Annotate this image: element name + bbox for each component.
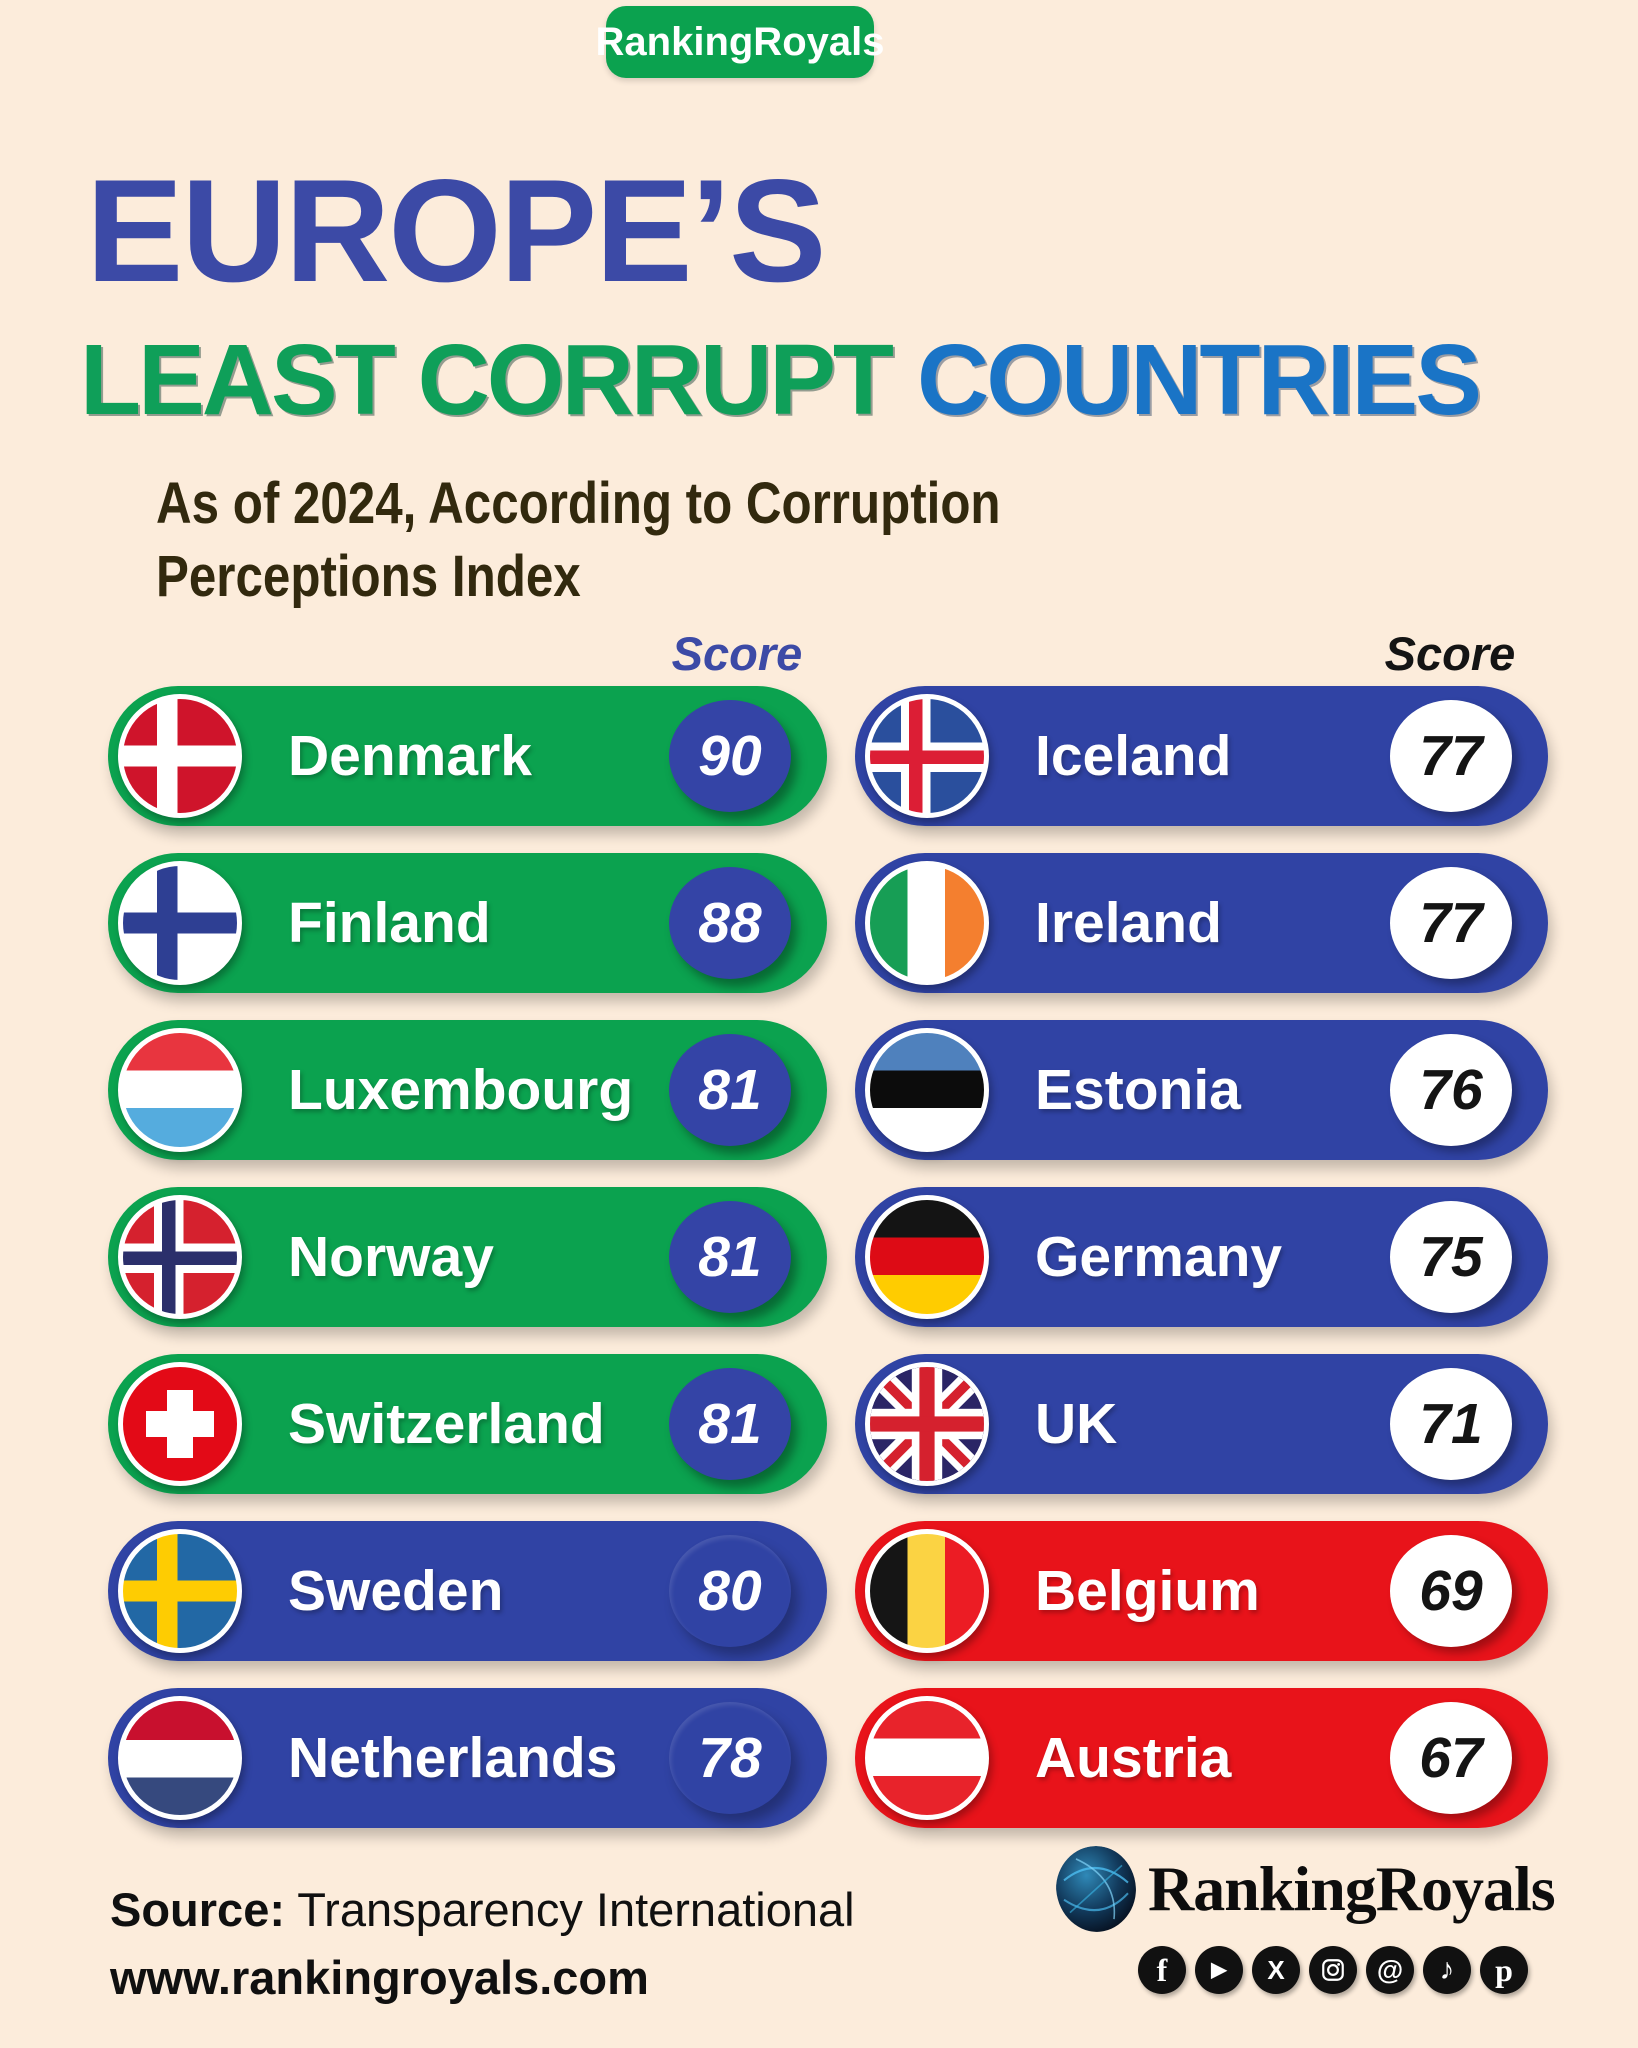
- netherlands-flag-icon: [118, 1696, 242, 1820]
- country-row-finland: Finland 88: [108, 853, 827, 993]
- headline-blue-part: COUNTRIES: [917, 324, 1482, 436]
- iceland-flag-icon: [865, 694, 989, 818]
- country-label: Netherlands: [288, 1726, 618, 1790]
- country-row-switzerland: Switzerland 81: [108, 1354, 827, 1494]
- website-url: www.rankingroyals.com: [110, 1951, 649, 2005]
- country-label: Switzerland: [288, 1392, 605, 1456]
- country-row-luxembourg: Luxembourg 81: [108, 1020, 827, 1160]
- score-badge: 67: [1390, 1702, 1512, 1814]
- country-row-norway: Norway 81: [108, 1187, 827, 1327]
- threads-icon: @: [1366, 1946, 1414, 1994]
- denmark-flag-icon: [118, 694, 242, 818]
- score-badge: 69: [1390, 1535, 1512, 1647]
- country-label: Estonia: [1035, 1058, 1241, 1122]
- ireland-flag-icon: [865, 861, 989, 985]
- score-badge: 81: [669, 1034, 791, 1146]
- score-badge: 77: [1390, 867, 1512, 979]
- score-badge: 90: [669, 700, 791, 812]
- country-label: Austria: [1035, 1726, 1232, 1790]
- country-label: Iceland: [1035, 724, 1232, 788]
- facebook-icon: f: [1138, 1946, 1186, 1994]
- score-header-right: Score: [1384, 627, 1516, 680]
- ranking-column-right: Iceland 77 Ireland 77 Estonia 76 Germany…: [855, 686, 1548, 1855]
- luxembourg-flag-icon: [118, 1028, 242, 1152]
- country-row-denmark: Denmark 90: [108, 686, 827, 826]
- country-label: Finland: [288, 891, 491, 955]
- country-label: Germany: [1035, 1225, 1283, 1289]
- brand-name: RankingRoyals: [1148, 1853, 1556, 1924]
- brand-badge: RankingRoyals: [596, 6, 884, 78]
- germany-flag-icon: [865, 1195, 989, 1319]
- switzerland-flag-icon: [118, 1362, 242, 1486]
- globe-logo-icon: [1056, 1846, 1136, 1932]
- score-badge: 71: [1390, 1368, 1512, 1480]
- description-line1: As of 2024, According to Corruption: [156, 471, 1001, 536]
- austria-flag-icon: [865, 1696, 989, 1820]
- score-badge: 81: [669, 1201, 791, 1313]
- tiktok-icon: ♪: [1423, 1946, 1471, 1994]
- score-badge: 76: [1390, 1034, 1512, 1146]
- country-label: Sweden: [288, 1559, 504, 1623]
- country-row-germany: Germany 75: [855, 1187, 1548, 1327]
- score-badge: 75: [1390, 1201, 1512, 1313]
- description: As of 2024, According to Corruption Perc…: [156, 468, 1001, 613]
- country-row-uk: UK 71: [855, 1354, 1548, 1494]
- source-value: Transparency International: [297, 1883, 855, 1936]
- description-line2: Perceptions Index: [156, 543, 581, 609]
- x-icon: X: [1252, 1946, 1300, 1994]
- pinterest-icon: p: [1480, 1946, 1528, 1994]
- country-row-iceland: Iceland 77: [855, 686, 1548, 826]
- score-badge: 80: [669, 1535, 791, 1647]
- page-subtitle-headline: LEAST CORRUPT COUNTRIES: [80, 330, 1482, 430]
- country-label: Norway: [288, 1225, 494, 1289]
- uk-flag-icon: [865, 1362, 989, 1486]
- country-row-austria: Austria 67: [855, 1688, 1548, 1828]
- score-badge: 77: [1390, 700, 1512, 812]
- country-row-estonia: Estonia 76: [855, 1020, 1548, 1160]
- country-label: Luxembourg: [288, 1058, 634, 1122]
- social-icons-row: f ▶ X @ ♪ p: [1138, 1946, 1528, 1994]
- youtube-icon: ▶: [1195, 1946, 1243, 1994]
- source-label: Source:: [110, 1883, 285, 1936]
- country-label: Ireland: [1035, 891, 1222, 955]
- country-label: Belgium: [1035, 1559, 1260, 1623]
- score-badge: 88: [669, 867, 791, 979]
- score-badge: 78: [669, 1702, 791, 1814]
- brand-footer: RankingRoyals: [1056, 1846, 1556, 1932]
- score-badge: 81: [669, 1368, 791, 1480]
- country-label: Denmark: [288, 724, 532, 788]
- headline-green-part: LEAST CORRUPT: [80, 324, 894, 436]
- belgium-flag-icon: [865, 1529, 989, 1653]
- score-header-left: Score: [671, 627, 803, 680]
- country-row-sweden: Sweden 80: [108, 1521, 827, 1661]
- estonia-flag-icon: [865, 1028, 989, 1152]
- page-title: EUROPE’S: [86, 149, 827, 312]
- country-label: UK: [1035, 1392, 1118, 1456]
- country-row-belgium: Belgium 69: [855, 1521, 1548, 1661]
- country-row-netherlands: Netherlands 78: [108, 1688, 827, 1828]
- source-note: Source: Transparency International www.r…: [110, 1876, 855, 2012]
- sweden-flag-icon: [118, 1529, 242, 1653]
- ranking-column-left: Denmark 90 Finland 88 Luxembourg 81 Norw…: [108, 686, 827, 1855]
- country-row-ireland: Ireland 77: [855, 853, 1548, 993]
- instagram-icon: [1309, 1946, 1357, 1994]
- finland-flag-icon: [118, 861, 242, 985]
- norway-flag-icon: [118, 1195, 242, 1319]
